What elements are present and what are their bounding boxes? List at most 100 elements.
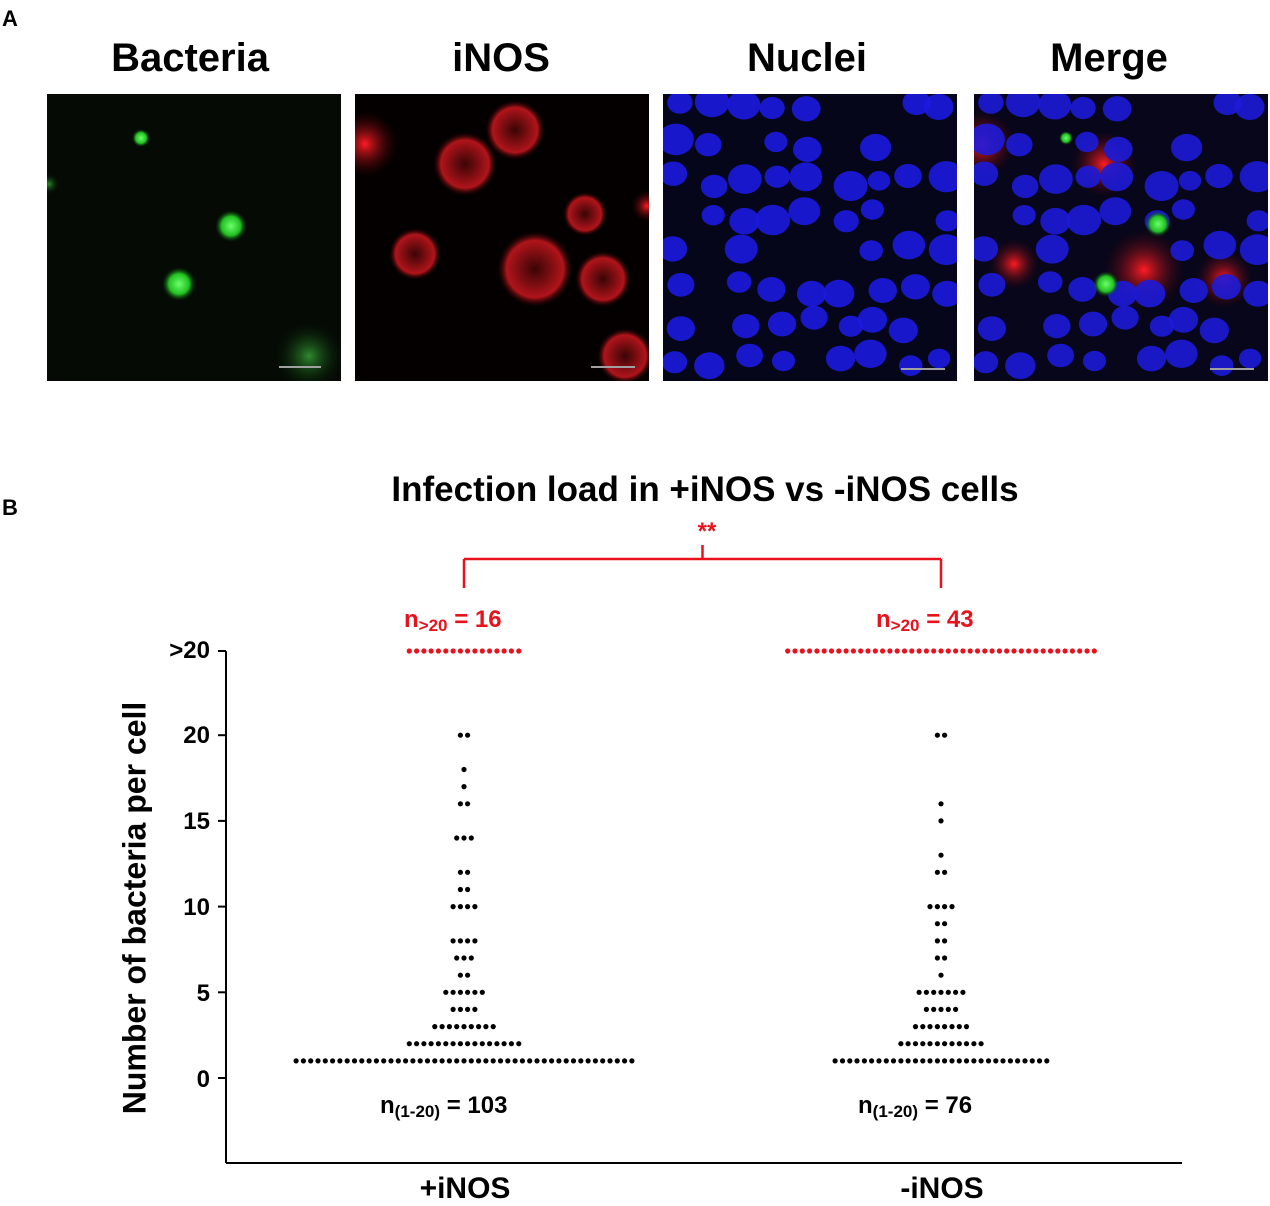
nucleus (729, 207, 760, 235)
data-point (600, 1058, 606, 1064)
micrograph-nuclei (663, 94, 957, 381)
capped-point (858, 648, 864, 654)
data-point (308, 1058, 314, 1064)
micrograph-inos (355, 94, 649, 381)
capped-point (982, 648, 988, 654)
nucleus (935, 210, 957, 232)
capped-point (923, 648, 930, 654)
data-point (465, 1006, 471, 1013)
data-point (395, 1058, 401, 1064)
data-point (585, 1058, 591, 1064)
data-point (465, 869, 471, 875)
significance-label: ** (697, 518, 717, 545)
data-point (934, 938, 941, 944)
n-range-label: n(1-20) = 76 (858, 1092, 973, 1121)
nucleus (701, 205, 725, 226)
nucleus (732, 314, 760, 339)
nucleus (1243, 280, 1268, 307)
nucleus (1213, 94, 1242, 116)
data-point (938, 852, 944, 858)
capped-point (501, 648, 507, 654)
data-point (366, 1058, 372, 1064)
capped-point (1018, 648, 1024, 654)
data-point (949, 1024, 955, 1030)
chart-title: Infection load in +iNOS vs -iNOS cells (391, 470, 1019, 509)
data-point (934, 1024, 941, 1030)
data-point (942, 1058, 948, 1064)
data-point (938, 801, 944, 807)
data-point (592, 1058, 599, 1064)
y-tick-label: 15 (183, 808, 210, 835)
nucleus (854, 339, 887, 368)
data-point (1044, 1058, 1050, 1064)
data-point (942, 938, 948, 944)
nucleus (1102, 96, 1132, 122)
data-point (527, 1058, 533, 1064)
data-point (381, 1058, 387, 1064)
data-point (916, 989, 922, 995)
data-point (920, 1058, 926, 1064)
data-point (607, 1058, 613, 1064)
nucleus (1149, 315, 1174, 337)
nucleus (927, 348, 951, 369)
data-point (373, 1058, 379, 1064)
nucleus (928, 234, 957, 266)
nucleus (923, 94, 954, 120)
data-point (839, 1058, 846, 1064)
nucleus (1047, 343, 1074, 368)
nucleus (1039, 164, 1073, 194)
capped-point (479, 648, 485, 654)
capped-point (1033, 648, 1039, 654)
x-category-label: -iNOS (900, 1172, 984, 1205)
data-point (1007, 1058, 1014, 1064)
nucleus (902, 94, 931, 116)
data-point (443, 1041, 449, 1047)
data-point (465, 886, 471, 893)
nucleus (757, 277, 786, 302)
nucleus (1171, 133, 1203, 162)
data-point (472, 1041, 478, 1047)
data-point (359, 1058, 365, 1064)
data-point (494, 1041, 500, 1047)
data-point (949, 1041, 955, 1047)
nucleus (1100, 162, 1134, 192)
nucleus (899, 355, 923, 376)
data-point (417, 1058, 423, 1064)
capped-point (1055, 648, 1061, 654)
data-point (883, 1058, 889, 1064)
data-point (563, 1058, 569, 1064)
nucleus (1005, 352, 1036, 380)
image-title-bacteria: Bacteria (111, 36, 269, 80)
data-point (322, 1058, 328, 1064)
data-point (927, 1024, 933, 1030)
data-point (898, 1058, 904, 1064)
nucleus (1068, 277, 1097, 302)
nucleus (800, 305, 828, 330)
nucleus (1078, 311, 1108, 337)
data-point (457, 1041, 463, 1047)
capped-point (443, 648, 449, 654)
data-point (406, 1041, 412, 1047)
capped-point (508, 648, 514, 654)
data-point (351, 1058, 358, 1064)
nucleus (892, 230, 926, 260)
data-point (963, 1041, 970, 1047)
data-point (912, 1024, 919, 1030)
nucleus (793, 136, 822, 162)
data-point (472, 938, 478, 944)
nucleus (1238, 348, 1262, 369)
capped-point (457, 648, 463, 654)
nucleus (932, 280, 957, 307)
image-title-inos: iNOS (452, 36, 550, 80)
nucleus (977, 316, 1006, 341)
data-point (454, 955, 460, 961)
y-tick-label: 0 (196, 1066, 210, 1093)
nucleus (736, 343, 763, 368)
data-point (956, 1024, 962, 1030)
nucleus (860, 133, 892, 162)
data-point (461, 766, 467, 773)
nucleus (789, 162, 823, 192)
capped-point (435, 648, 441, 654)
data-point (1022, 1058, 1028, 1064)
